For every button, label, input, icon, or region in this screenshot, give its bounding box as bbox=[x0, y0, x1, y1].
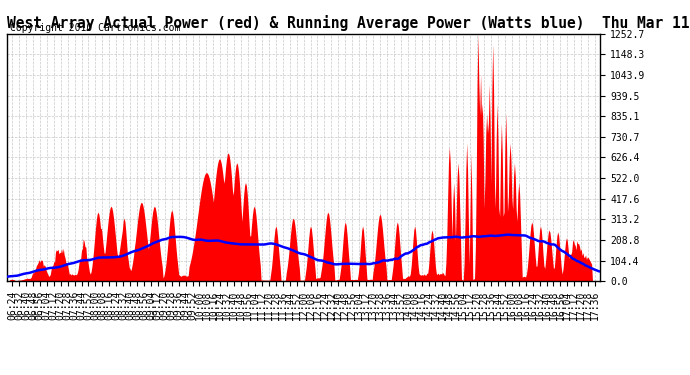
Text: Copyright 2010 Cartronics.com: Copyright 2010 Cartronics.com bbox=[10, 23, 180, 33]
Text: West Array Actual Power (red) & Running Average Power (Watts blue)  Thu Mar 11 1: West Array Actual Power (red) & Running … bbox=[7, 15, 690, 31]
